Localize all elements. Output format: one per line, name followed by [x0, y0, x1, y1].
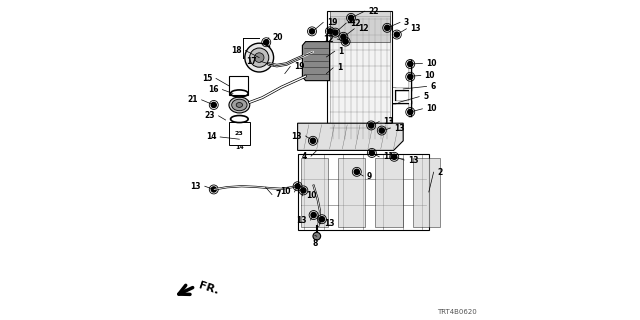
Circle shape — [311, 212, 316, 218]
Text: 12: 12 — [323, 35, 333, 44]
Circle shape — [385, 25, 390, 30]
Text: 10: 10 — [426, 104, 436, 113]
Ellipse shape — [232, 99, 247, 111]
Text: TRT4B0620: TRT4B0620 — [437, 309, 477, 315]
Text: 10: 10 — [307, 191, 317, 200]
Circle shape — [310, 29, 315, 34]
Polygon shape — [330, 11, 390, 42]
Circle shape — [254, 53, 264, 62]
Polygon shape — [298, 123, 403, 150]
Text: 14: 14 — [206, 132, 216, 141]
Text: 9: 9 — [367, 172, 372, 180]
Text: 13: 13 — [296, 216, 307, 225]
Circle shape — [313, 232, 321, 240]
Circle shape — [355, 169, 360, 174]
Text: 19: 19 — [327, 18, 337, 27]
Circle shape — [343, 39, 348, 44]
Text: 1: 1 — [337, 63, 342, 72]
Text: 14: 14 — [235, 145, 244, 150]
Polygon shape — [330, 16, 390, 141]
Polygon shape — [302, 42, 330, 81]
Circle shape — [319, 217, 324, 222]
Text: 10: 10 — [280, 188, 291, 196]
Text: 7: 7 — [276, 190, 281, 199]
Circle shape — [328, 29, 333, 34]
Circle shape — [211, 102, 216, 108]
Text: 2: 2 — [438, 168, 443, 177]
Text: 4: 4 — [302, 152, 307, 161]
Text: 10: 10 — [425, 71, 435, 80]
Text: 15: 15 — [202, 74, 212, 83]
Circle shape — [408, 74, 413, 79]
Text: 12: 12 — [358, 24, 369, 33]
Text: 1: 1 — [339, 47, 344, 56]
Circle shape — [392, 154, 397, 159]
Circle shape — [250, 48, 269, 67]
Text: 19: 19 — [294, 62, 305, 71]
Circle shape — [301, 188, 306, 193]
Ellipse shape — [229, 97, 250, 113]
Circle shape — [264, 40, 269, 45]
Text: 16: 16 — [208, 85, 219, 94]
Polygon shape — [413, 158, 440, 227]
Text: 23: 23 — [204, 111, 215, 120]
Text: 3: 3 — [404, 18, 409, 27]
Text: 13: 13 — [383, 117, 394, 126]
Text: 13: 13 — [324, 220, 334, 228]
Text: 8: 8 — [312, 239, 317, 248]
Text: 13: 13 — [394, 124, 404, 132]
Text: 13: 13 — [408, 156, 419, 164]
Circle shape — [295, 184, 300, 189]
Circle shape — [408, 61, 413, 67]
Circle shape — [369, 150, 374, 156]
Text: 13: 13 — [191, 182, 201, 191]
Text: 6: 6 — [430, 82, 436, 91]
Text: 21: 21 — [188, 95, 198, 104]
Text: FR.: FR. — [198, 280, 220, 296]
Text: 11: 11 — [383, 152, 394, 161]
Circle shape — [408, 109, 413, 115]
Circle shape — [244, 43, 274, 72]
Text: 12: 12 — [350, 19, 360, 28]
Text: 17: 17 — [246, 57, 257, 66]
Text: 18: 18 — [231, 46, 242, 55]
Circle shape — [379, 128, 384, 133]
Circle shape — [369, 123, 374, 128]
Text: 13: 13 — [291, 132, 302, 140]
Circle shape — [341, 34, 346, 39]
Text: 23: 23 — [235, 131, 244, 136]
Text: 5: 5 — [423, 92, 428, 101]
Ellipse shape — [236, 102, 243, 108]
Polygon shape — [301, 158, 328, 227]
Circle shape — [348, 15, 353, 20]
Circle shape — [394, 32, 399, 37]
Polygon shape — [376, 158, 403, 227]
Text: 22: 22 — [369, 7, 379, 16]
Text: 10: 10 — [426, 59, 436, 68]
Circle shape — [333, 30, 338, 35]
Circle shape — [310, 138, 316, 143]
Text: 13: 13 — [410, 24, 420, 33]
Circle shape — [211, 187, 216, 192]
Text: 20: 20 — [273, 33, 283, 42]
Polygon shape — [338, 158, 365, 227]
